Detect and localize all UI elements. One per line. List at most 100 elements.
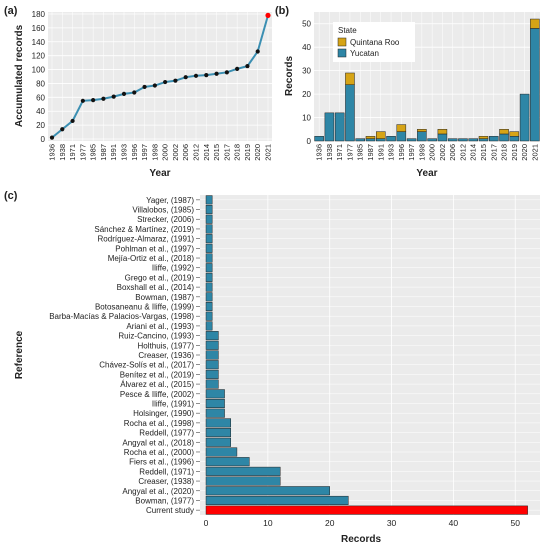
c-y-tick-label: Boxshall et al., (2014): [117, 283, 195, 292]
a-point: [214, 71, 219, 76]
b-bar-yucatan: [437, 133, 448, 142]
b-bar-yucatan: [334, 112, 345, 142]
b-bar-quintana-roo: [478, 136, 489, 139]
c-bar: [205, 282, 213, 292]
b-bar-yucatan: [530, 28, 540, 142]
c-y-tick-label: Ruiz-Cancino, (1993): [118, 332, 194, 341]
panel-a-y-axis-title: Accumulated records: [14, 24, 25, 127]
b-x-tick-label: 2019: [510, 144, 519, 161]
a-x-tick-label: 2021: [264, 144, 273, 161]
b-y-tick-label: 30: [302, 67, 311, 76]
b-x-tick-label: 1977: [345, 144, 354, 161]
panel-label-c: (c): [4, 190, 18, 202]
b-x-tick-label: 1938: [325, 144, 334, 161]
a-y-tick-label: 140: [32, 38, 46, 47]
a-point: [152, 83, 157, 88]
c-y-tick-label: Bowman, (1987): [135, 293, 194, 302]
c-y-tick-label: Álvarez et al., (2015): [120, 380, 194, 389]
a-x-tick-label: 1971: [68, 144, 77, 161]
b-bar-yucatan: [365, 138, 376, 142]
b-bar-quintana-roo: [417, 129, 427, 132]
c-y-tick-label: Pohlman et al., (1997): [115, 244, 194, 253]
a-point: [163, 79, 168, 85]
b-bar-quintana-roo: [509, 131, 520, 137]
panel-b-x-axis-title: Year: [416, 168, 437, 179]
b-bar-yucatan: [345, 84, 355, 142]
a-point: [101, 96, 106, 101]
a-y-tick-label: 100: [32, 66, 46, 75]
a-y-tick-label: 20: [36, 121, 45, 130]
a-x-tick-label: 1936: [48, 144, 57, 161]
c-y-tick-label: Rodríguez-Almaraz, (1991): [98, 235, 195, 244]
c-bar: [205, 505, 528, 515]
c-bar: [205, 311, 213, 321]
a-point: [173, 78, 178, 83]
c-y-tick-label: Villalobos, (1985): [132, 206, 194, 215]
b-bar-yucatan: [458, 138, 468, 142]
c-x-tick-label: 20: [325, 518, 335, 528]
a-x-tick-label: 2018: [233, 144, 242, 161]
c-y-tick-label: Reddell, (1977): [139, 429, 194, 438]
c-y-tick-label: Rocha et al., (1998): [124, 419, 195, 428]
a-x-tick-label: 1985: [89, 144, 98, 161]
panel-a-x-axis-title: Year: [149, 168, 170, 179]
a-y-tick-label: 0: [41, 135, 46, 144]
c-bar: [205, 360, 219, 370]
c-y-tick-label: Strecker, (2006): [137, 215, 194, 224]
c-bar: [205, 301, 213, 312]
a-x-tick-label: 2002: [171, 144, 180, 161]
a-point: [142, 84, 147, 90]
c-y-tick-label: Pesce & Iliffe, (2002): [120, 390, 194, 399]
c-bar: [205, 379, 219, 389]
b-y-tick-label: 0: [307, 137, 312, 146]
b-y-tick-label: 20: [302, 90, 311, 99]
b-y-tick-label: 50: [302, 20, 311, 29]
c-y-tick-label: Fiers et al., (1996): [129, 458, 194, 467]
b-y-tick-label: 40: [302, 43, 311, 52]
b-x-tick-label: 2006: [448, 144, 457, 161]
c-y-tick-label: Holsinger, (1990): [133, 409, 194, 418]
b-x-tick-label: 1993: [387, 144, 396, 161]
c-x-tick-label: 50: [511, 518, 521, 528]
c-x-tick-label: 30: [387, 518, 397, 528]
legend-label-quintana-roo: Quintana Roo: [350, 38, 400, 47]
b-bar-yucatan: [396, 131, 407, 142]
b-bar-yucatan: [478, 138, 489, 142]
b-x-tick-label: 1996: [397, 144, 406, 161]
c-bar: [205, 428, 231, 438]
c-y-tick-label: Reddell, (1971): [139, 467, 194, 476]
legend-title: State: [338, 26, 357, 35]
c-bar: [205, 331, 219, 341]
a-x-tick-label: 2012: [192, 144, 201, 161]
a-x-tick-label: 1993: [120, 144, 129, 161]
c-bar: [205, 272, 213, 282]
b-bar-quintana-roo: [376, 131, 386, 139]
b-bar-yucatan: [314, 136, 324, 142]
panel-a-line-chart: 0 20 40 60 80 100 120 140 160 180 1936 1938 1971 197…: [14, 10, 273, 179]
a-point: [91, 98, 96, 103]
panel-label-b: (b): [275, 5, 289, 17]
c-x-tick-label: 0: [204, 518, 209, 528]
a-y-tick-label: 80: [36, 79, 45, 88]
c-y-tick-label: Iliffe, (1991): [152, 399, 194, 408]
c-bar: [205, 214, 213, 224]
legend-box: [333, 22, 415, 62]
b-bar-yucatan: [427, 138, 437, 142]
b-x-tick-label: 1936: [315, 144, 324, 161]
c-y-tick-label: Ariani et al., (1993): [126, 322, 194, 331]
c-y-tick-label: Yager, (1987): [146, 196, 194, 205]
a-point: [224, 70, 229, 75]
c-y-tick-label: Iliffe, (1992): [152, 264, 194, 273]
c-y-tick-label: Barba-Macías & Palacios-Vargas, (1998): [49, 312, 194, 321]
c-bar: [205, 321, 213, 331]
c-y-tick-label: Grego et al., (2019): [125, 273, 195, 282]
a-point: [193, 73, 199, 78]
b-x-tick-label: 2000: [428, 144, 437, 161]
c-bar: [205, 369, 219, 379]
a-x-tick-label: 2017: [222, 144, 231, 161]
c-bar: [205, 466, 281, 476]
c-y-tick-label: Benítez et al., (2019): [120, 370, 195, 379]
panel-a-background: [48, 12, 272, 141]
a-x-tick-label: 2019: [243, 144, 252, 161]
